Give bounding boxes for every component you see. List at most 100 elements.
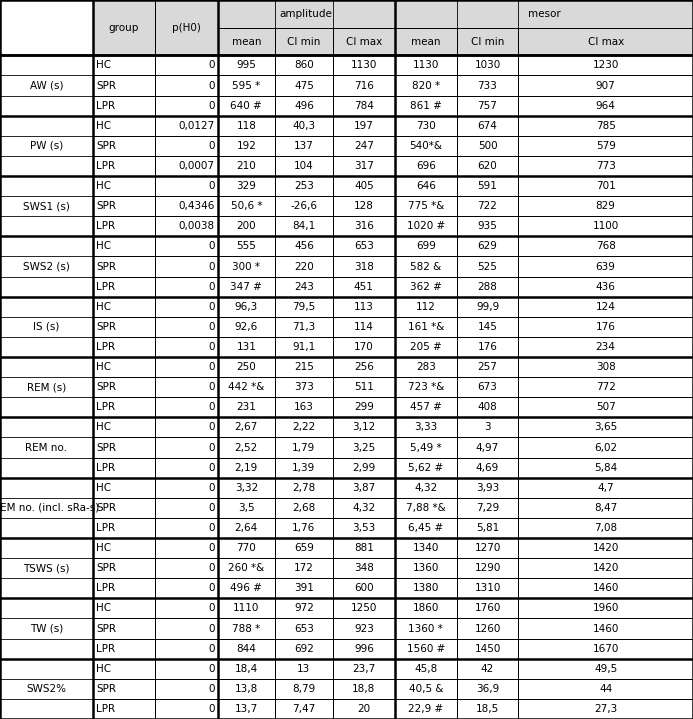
- Text: 257: 257: [477, 362, 498, 372]
- Bar: [93, 558, 155, 578]
- Text: 0: 0: [209, 684, 215, 694]
- Bar: [155, 257, 218, 277]
- Text: 176: 176: [596, 322, 615, 332]
- Bar: [218, 75, 275, 96]
- Text: 723 *&: 723 *&: [407, 383, 444, 392]
- Text: HC: HC: [96, 482, 112, 493]
- Bar: [457, 237, 518, 257]
- Text: 308: 308: [596, 362, 615, 372]
- Bar: [0, 55, 93, 116]
- Text: 1420: 1420: [593, 543, 619, 553]
- Bar: [518, 377, 693, 397]
- Text: 234: 234: [596, 342, 615, 352]
- Text: HC: HC: [96, 603, 112, 613]
- Text: LPR: LPR: [96, 161, 116, 171]
- Text: 0: 0: [209, 462, 215, 472]
- Bar: [275, 659, 333, 679]
- Text: 701: 701: [596, 181, 615, 191]
- Text: HC: HC: [96, 543, 112, 553]
- Text: 405: 405: [354, 181, 374, 191]
- Text: LPR: LPR: [96, 583, 116, 593]
- Text: 1020 #: 1020 #: [407, 221, 445, 232]
- Text: 8,79: 8,79: [292, 684, 315, 694]
- Bar: [395, 277, 457, 297]
- Text: AW (s): AW (s): [30, 81, 63, 91]
- Text: 1260: 1260: [474, 623, 501, 633]
- Text: 288: 288: [477, 282, 498, 292]
- Bar: [218, 116, 275, 136]
- Text: LPR: LPR: [96, 101, 116, 111]
- Bar: [395, 337, 457, 357]
- Text: LPR: LPR: [96, 462, 116, 472]
- Text: mesor: mesor: [527, 9, 561, 19]
- Bar: [395, 136, 457, 156]
- Bar: [457, 55, 518, 75]
- Bar: [518, 357, 693, 377]
- Bar: [333, 317, 395, 337]
- Text: 1,39: 1,39: [292, 462, 315, 472]
- Text: 362 #: 362 #: [410, 282, 441, 292]
- Bar: [333, 55, 395, 75]
- Bar: [333, 699, 395, 719]
- Bar: [333, 598, 395, 618]
- Text: 1450: 1450: [474, 644, 501, 654]
- Bar: [93, 337, 155, 357]
- Bar: [93, 116, 155, 136]
- Text: 91,1: 91,1: [292, 342, 315, 352]
- Text: 243: 243: [294, 282, 314, 292]
- Text: 1460: 1460: [593, 583, 619, 593]
- Text: amplitude: amplitude: [280, 9, 333, 19]
- Bar: [457, 679, 518, 699]
- Text: 659: 659: [294, 543, 314, 553]
- Bar: [93, 257, 155, 277]
- Bar: [457, 136, 518, 156]
- Text: 4,69: 4,69: [476, 462, 499, 472]
- Text: SWS2 (s): SWS2 (s): [23, 262, 70, 272]
- Text: 0: 0: [209, 383, 215, 392]
- Bar: [518, 699, 693, 719]
- Text: CI min: CI min: [471, 37, 505, 47]
- Text: HC: HC: [96, 664, 112, 674]
- Bar: [0, 659, 93, 719]
- Text: 2,22: 2,22: [292, 422, 315, 432]
- Text: 408: 408: [477, 403, 498, 412]
- Text: 7,08: 7,08: [594, 523, 617, 533]
- Text: 373: 373: [294, 383, 314, 392]
- Text: 7,29: 7,29: [476, 503, 499, 513]
- Bar: [218, 297, 275, 317]
- Bar: [457, 337, 518, 357]
- Text: 3,65: 3,65: [594, 422, 617, 432]
- Text: 2,19: 2,19: [235, 462, 258, 472]
- Text: 13,8: 13,8: [235, 684, 258, 694]
- Text: 696: 696: [416, 161, 436, 171]
- Text: 0: 0: [209, 583, 215, 593]
- Text: 40,5 &: 40,5 &: [409, 684, 443, 694]
- Text: TW (s): TW (s): [30, 623, 63, 633]
- Text: 629: 629: [477, 242, 498, 252]
- Text: 96,3: 96,3: [235, 302, 258, 312]
- Text: 730: 730: [416, 121, 436, 131]
- Text: 99,9: 99,9: [476, 302, 499, 312]
- Bar: [395, 96, 457, 116]
- Text: 861 #: 861 #: [410, 101, 441, 111]
- Text: 1,79: 1,79: [292, 442, 315, 452]
- Bar: [155, 337, 218, 357]
- Text: 318: 318: [354, 262, 374, 272]
- Text: 104: 104: [294, 161, 314, 171]
- Bar: [93, 136, 155, 156]
- Text: 2,67: 2,67: [235, 422, 258, 432]
- Bar: [333, 96, 395, 116]
- Bar: [457, 277, 518, 297]
- Bar: [457, 257, 518, 277]
- Text: 1,76: 1,76: [292, 523, 315, 533]
- Bar: [333, 116, 395, 136]
- Bar: [275, 216, 333, 237]
- Text: 500: 500: [477, 141, 498, 151]
- Bar: [518, 618, 693, 638]
- Text: 316: 316: [354, 221, 374, 232]
- Text: 829: 829: [596, 201, 615, 211]
- Bar: [518, 176, 693, 196]
- Bar: [333, 337, 395, 357]
- Bar: [457, 618, 518, 638]
- Text: 770: 770: [236, 543, 256, 553]
